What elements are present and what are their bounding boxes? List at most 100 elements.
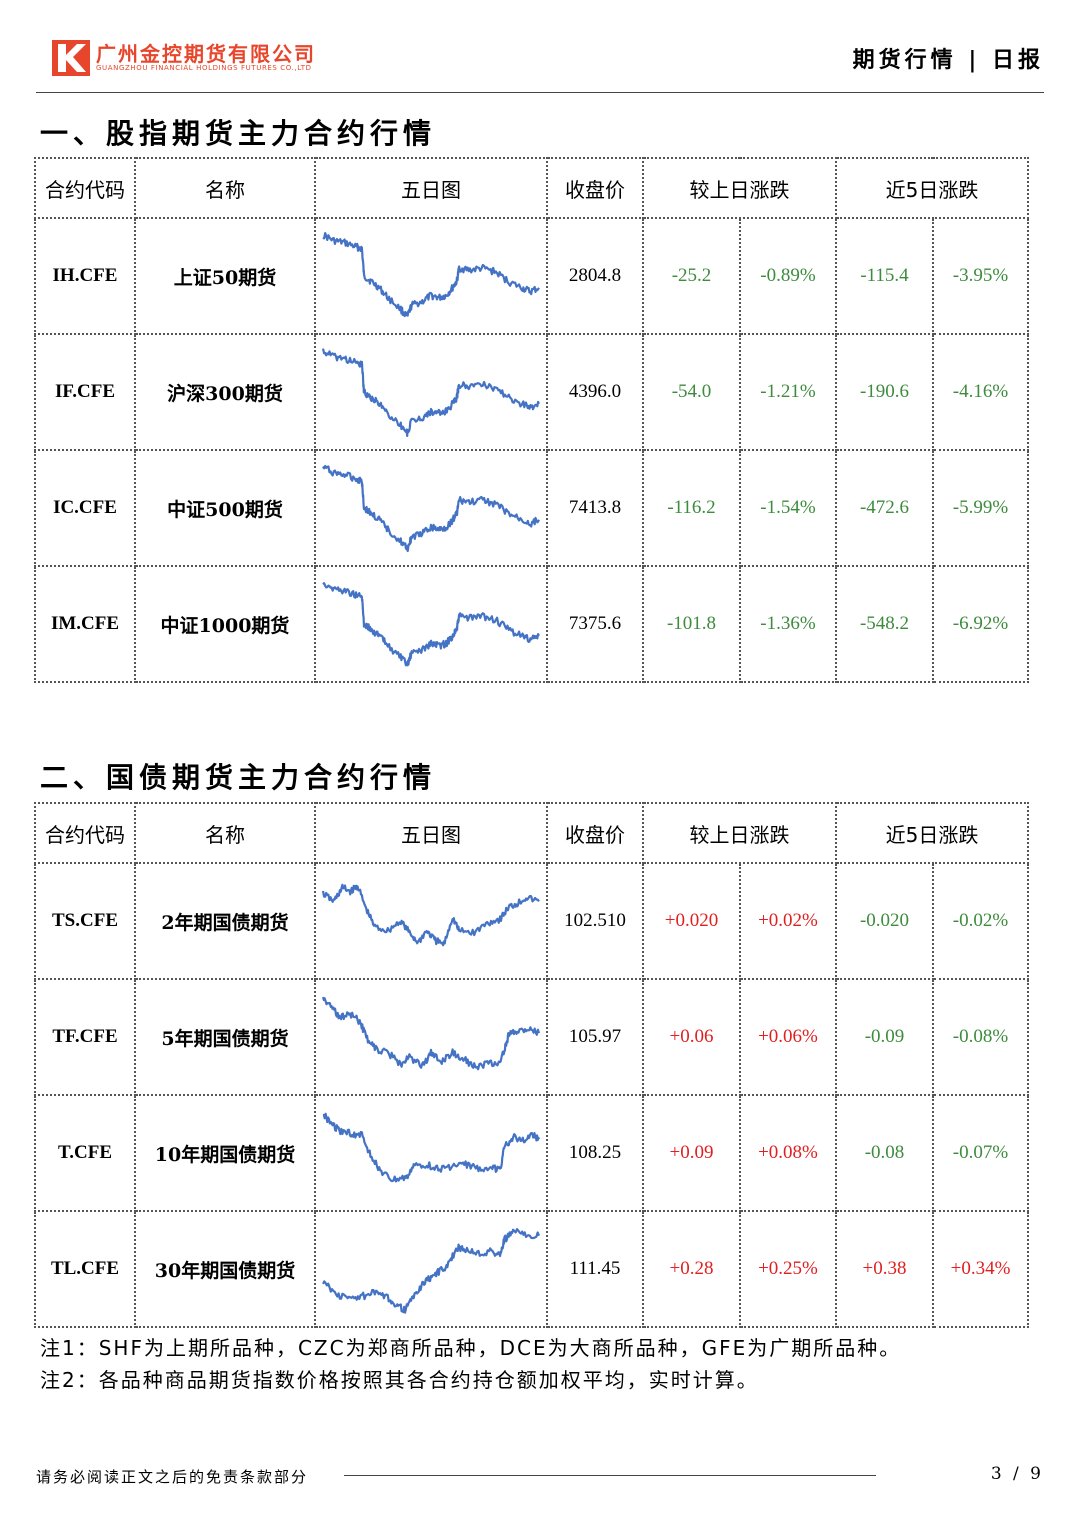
company-name-en: GUANGZHOU FINANCIAL HOLDINGS FUTURES CO.… [96,64,312,72]
table-row: IH.CFE 上证50期货 2804.8 -25.2 -0.89% -115.4 -3.95… [34,217,1030,335]
sparkline-chart [322,464,540,553]
daily-change: +0.06 [642,978,741,1096]
col-header-code: 合约代码 [34,157,136,219]
daily-change: -54.0 [642,333,741,451]
contract-name: 30年期国债期货 [134,1210,316,1328]
table-row: IF.CFE 沪深300期货 4396.0 -54.0 -1.21% -190.6 -4.1… [34,333,1030,451]
col-header-five-day-change: 近5日涨跌 [834,802,1030,864]
five-day-change-pct: -6.92% [931,565,1030,683]
daily-change-pct: -1.36% [739,565,837,683]
five-day-chart [314,449,548,567]
daily-change-pct: -1.54% [739,449,837,567]
contract-name: 5年期国债期货 [134,978,316,1096]
section-title-bond-futures: 二、国债期货主力合约行情 [40,761,437,794]
close-price: 102.510 [546,862,644,980]
page-header: 广州金控期货有限公司 GUANGZHOU FINANCIAL HOLDINGS … [0,0,1080,96]
contract-code: IH.CFE [34,217,136,335]
five-day-chart [314,978,548,1096]
sparkline-path [322,1228,541,1314]
sparkline-path [322,1112,541,1183]
sparkline-path [322,464,540,553]
close-price: 2804.8 [546,217,644,335]
contract-name: 上证50期货 [134,217,316,335]
note-1: 注1：SHF为上期所品种，CZC为郑商所品种，DCE为大商所品种，GFE为广期所… [40,1336,902,1360]
contract-name: 中证500期货 [134,449,316,567]
daily-change: -116.2 [642,449,741,567]
sparkline-path [322,582,540,667]
footer-divider [344,1475,876,1476]
table-header-row: 合约代码 名称 五日图 收盘价 较上日涨跌 近5日涨跌 [34,157,1030,219]
five-day-change: -472.6 [835,449,934,567]
contract-code: TF.CFE [34,978,136,1096]
col-header-close: 收盘价 [546,802,644,864]
note-2: 注2：各品种商品期货指数价格按照其各合约持仓额加权平均，实时计算。 [40,1368,759,1392]
five-day-change-pct: -0.07% [931,1094,1030,1212]
col-header-code: 合约代码 [34,802,136,864]
five-day-change-pct: -0.02% [931,862,1030,980]
company-logo: 广州金控期货有限公司 GUANGZHOU FINANCIAL HOLDINGS … [52,40,352,80]
col-header-close: 收盘价 [546,157,644,219]
table-row: TF.CFE 5年期国债期货 105.97 +0.06 +0.06% -0.09 -0.08… [34,978,1030,1096]
five-day-chart [314,333,548,451]
col-header-chart: 五日图 [314,157,548,219]
bond-futures-table: 合约代码 名称 五日图 收盘价 较上日涨跌 近5日涨跌 TS.CFE 2年期国债期… [34,802,1030,1328]
daily-change: +0.09 [642,1094,741,1212]
table-row: TS.CFE 2年期国债期货 102.510 +0.020 +0.02% -0.020 -0… [34,862,1030,980]
sparkline-chart [321,883,540,947]
contract-name: 2年期国债期货 [134,862,316,980]
daily-change-pct: -0.89% [739,217,837,335]
daily-change: +0.020 [642,862,741,980]
daily-change: -25.2 [642,217,741,335]
col-header-name: 名称 [134,802,316,864]
five-day-change: +0.38 [835,1210,934,1328]
sparkline-chart [322,582,540,667]
col-header-name: 名称 [134,157,316,219]
daily-change-pct: +0.06% [739,978,837,1096]
table-row: IC.CFE 中证500期货 7413.8 -116.2 -1.54% -472.6 -5.… [34,449,1030,567]
five-day-change: -0.09 [835,978,934,1096]
five-day-change: -0.020 [835,862,934,980]
five-day-change: -0.08 [835,1094,934,1212]
sparkline-chart [322,232,540,318]
company-name-cn: 广州金控期货有限公司 [96,42,316,66]
table-header-row: 合约代码 名称 五日图 收盘价 较上日涨跌 近5日涨跌 [34,802,1030,864]
k-logo-icon [52,40,90,76]
close-price: 108.25 [546,1094,644,1212]
sparkline-chart [322,1228,541,1314]
sparkline-path [322,232,540,318]
disclaimer-text: 请务必阅读正文之后的免责条款部分 [36,1468,309,1486]
five-day-change-pct: -4.16% [931,333,1030,451]
close-price: 111.45 [546,1210,644,1328]
five-day-chart [314,1210,548,1328]
sparkline-chart [321,996,541,1071]
daily-change: -101.8 [642,565,741,683]
close-price: 7413.8 [546,449,644,567]
contract-name: 沪深300期货 [134,333,316,451]
notes: 注1：SHF为上期所品种，CZC为郑商所品种，DCE为大商所品种，GFE为广期所… [40,1332,901,1396]
contract-code: IC.CFE [34,449,136,567]
table-row: TL.CFE 30年期国债期货 111.45 +0.28 +0.25% +0.38 +0.3… [34,1210,1030,1328]
page-number: 3 / 9 [990,1464,1044,1484]
close-price: 4396.0 [546,333,644,451]
sparkline-path [321,348,540,438]
contract-code: TL.CFE [34,1210,136,1328]
daily-change: +0.28 [642,1210,741,1328]
report-title: 期货行情 | 日报 [852,47,1044,73]
section-title-index-futures: 一、股指期货主力合约行情 [40,117,437,150]
daily-change-pct: -1.21% [739,333,837,451]
five-day-change-pct: +0.34% [931,1210,1030,1328]
sparkline-path [321,996,541,1071]
contract-name: 10年期国债期货 [134,1094,316,1212]
header-divider [36,92,1044,93]
table-row: IM.CFE 中证1000期货 7375.6 -101.8 -1.36% -548.2 -6… [34,565,1030,683]
index-futures-table: 合约代码 名称 五日图 收盘价 较上日涨跌 近5日涨跌 IH.CFE 上证50期货… [34,157,1030,683]
sparkline-chart [321,348,540,438]
col-header-five-day-change: 近5日涨跌 [834,157,1030,219]
contract-code: IM.CFE [34,565,136,683]
five-day-change: -115.4 [835,217,934,335]
five-day-change-pct: -3.95% [931,217,1030,335]
five-day-chart [314,217,548,335]
close-price: 7375.6 [546,565,644,683]
five-day-chart [314,1094,548,1212]
contract-code: T.CFE [34,1094,136,1212]
